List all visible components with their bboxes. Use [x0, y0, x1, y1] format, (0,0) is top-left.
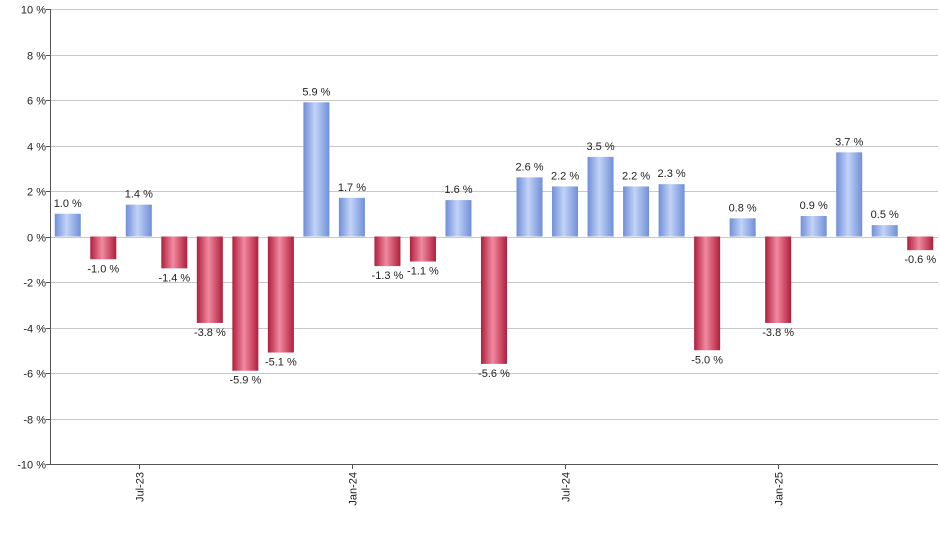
bar-layer [54, 102, 934, 371]
bar [303, 102, 330, 237]
bar [623, 186, 650, 237]
bar [871, 225, 898, 237]
bar-value-label: 0.8 % [729, 202, 757, 214]
bar [587, 156, 614, 237]
bar-value-label: -5.9 % [229, 375, 261, 387]
y-tick-label: -4 % [23, 324, 46, 336]
y-tick-label: -6 % [23, 369, 46, 381]
bar-value-label: 1.6 % [444, 184, 472, 196]
bar-value-label: 1.7 % [338, 182, 366, 194]
y-tick-label: 6 % [27, 96, 46, 108]
bar-value-label: -0.6 % [904, 254, 936, 266]
bar-value-label: 5.9 % [302, 86, 330, 98]
bar-value-label: 1.0 % [54, 198, 82, 210]
bar [836, 152, 863, 237]
bar-value-label: 2.3 % [658, 168, 686, 180]
bar [232, 236, 259, 371]
y-tick-label: 10 % [21, 5, 46, 17]
bar [907, 236, 934, 251]
bar [374, 236, 401, 267]
bar [800, 216, 827, 237]
bar [196, 236, 223, 323]
x-tick-label: Jan-24 [348, 472, 360, 506]
bar [267, 236, 294, 353]
bar [445, 200, 472, 237]
bar-value-label: -1.1 % [407, 266, 439, 278]
bar-value-label: -1.4 % [158, 272, 190, 284]
y-tick-label: -8 % [23, 415, 46, 427]
bar-value-label: 2.2 % [551, 170, 579, 182]
bar-value-label: -1.3 % [372, 270, 404, 282]
x-tick-label: Jan-25 [774, 472, 786, 506]
bar-value-label: -5.0 % [691, 354, 723, 366]
axis-layer: 10 % 8 % 6 % 4 % 2 % 0 % -2 % -4 % -6 % -8 % -10 %… [17, 5, 938, 506]
bar-value-label: -1.0 % [87, 263, 119, 275]
y-tick-label: 4 % [27, 142, 46, 154]
label-layer: 1.0 % -1.0 % 1.4 % -1.4 % -3.8 % -5.9 % -5.1 %… [54, 86, 937, 386]
bar-value-label: -5.6 % [478, 368, 510, 380]
bar [765, 236, 792, 323]
bar-value-label: 3.5 % [586, 141, 614, 153]
bar-value-label: 3.7 % [835, 136, 863, 148]
bar [409, 236, 436, 262]
bar-value-label: -5.1 % [265, 357, 297, 369]
bar-value-label: 0.5 % [871, 209, 899, 221]
bar-value-label: -3.8 % [194, 327, 226, 339]
bar [90, 236, 117, 260]
bar-value-label: -3.8 % [762, 327, 794, 339]
bar [694, 236, 721, 351]
bar [125, 204, 152, 237]
y-tick-label: 8 % [27, 51, 46, 63]
bar-value-label: 2.6 % [515, 161, 543, 173]
bar [729, 218, 756, 237]
y-tick-label: 0 % [27, 233, 46, 245]
x-tick-label: Jul-23 [135, 472, 147, 502]
y-tick-label: -2 % [23, 278, 46, 290]
bar-value-label: 1.4 % [125, 189, 153, 201]
bar [658, 184, 685, 237]
bar [54, 213, 81, 237]
bar [161, 236, 188, 269]
bar [481, 236, 507, 364]
x-tick-label: Jul-24 [561, 472, 573, 502]
bar [338, 197, 365, 237]
bar [516, 177, 543, 237]
bar-value-label: 0.9 % [800, 200, 828, 212]
bar [552, 186, 579, 237]
bar-value-label: 2.2 % [622, 170, 650, 182]
y-tick-label: 2 % [27, 187, 46, 199]
y-tick-label: -10 % [17, 460, 46, 472]
